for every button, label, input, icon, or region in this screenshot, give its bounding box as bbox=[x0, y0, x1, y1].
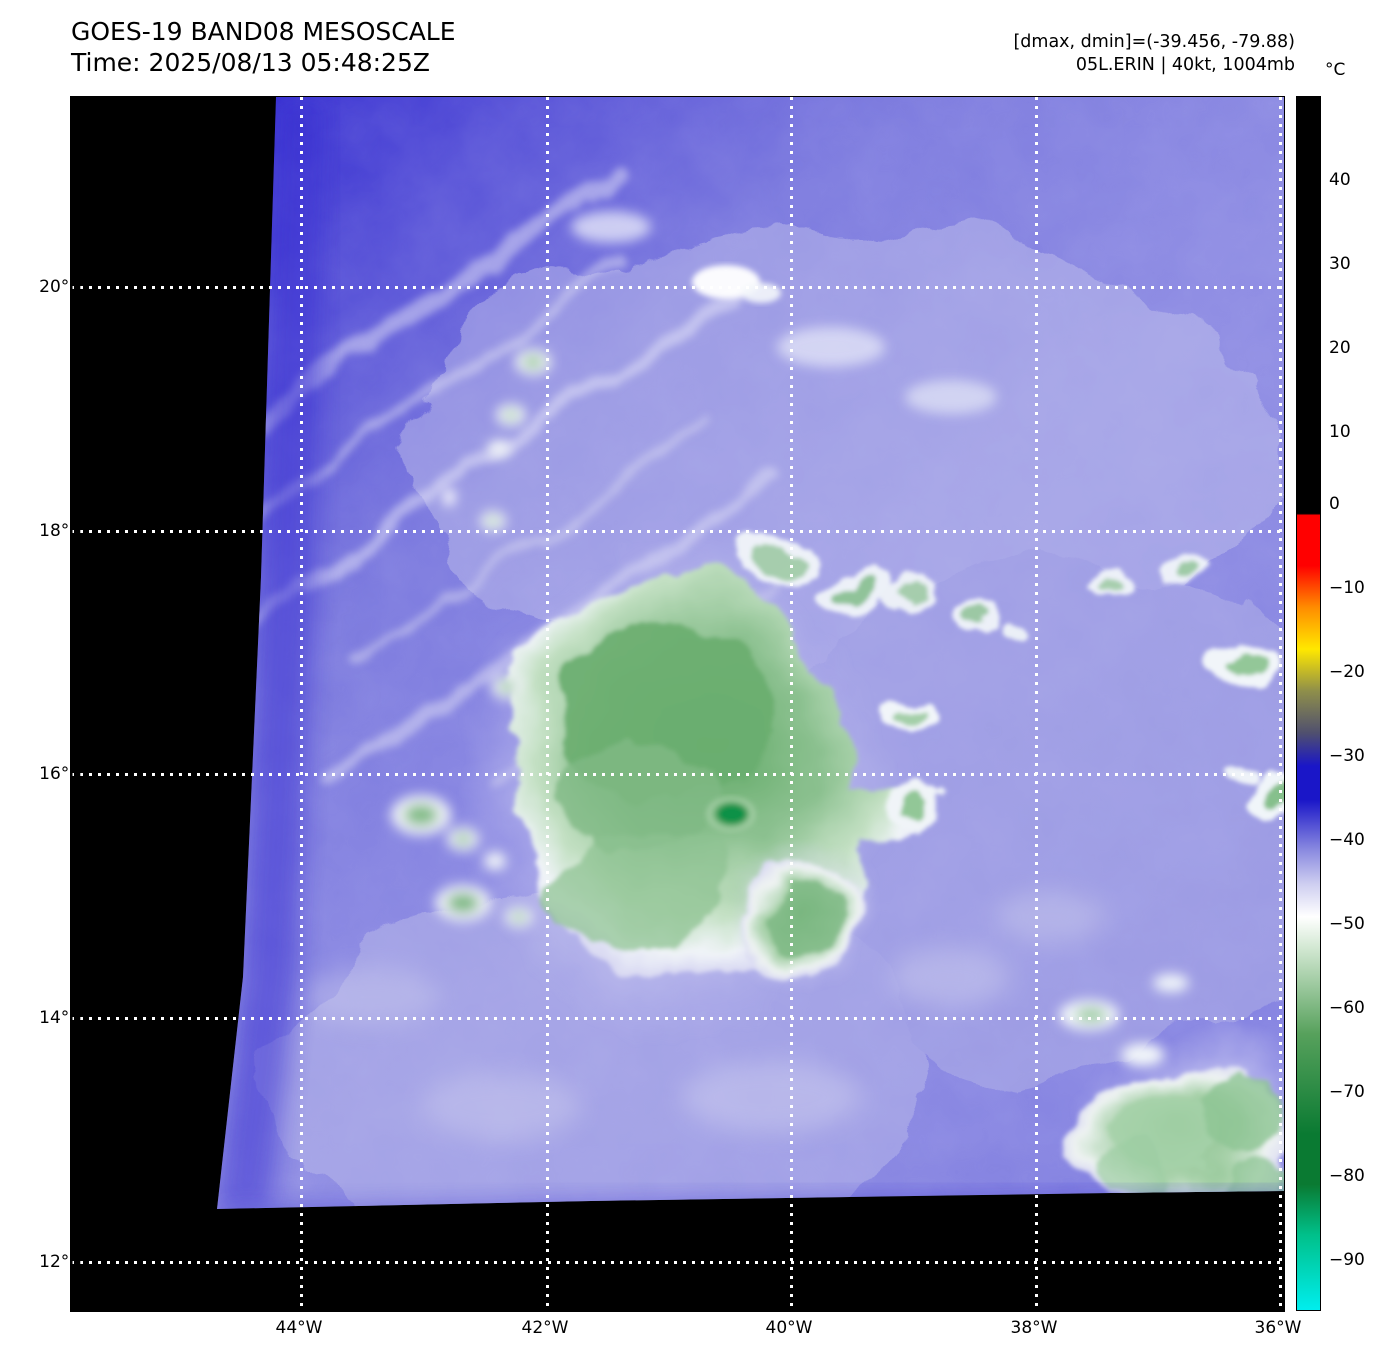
lon-tick-42w: 42°W bbox=[521, 1318, 569, 1338]
colorbar-tick-m80: −80 bbox=[1329, 1166, 1365, 1186]
lat-tick-16n: 16°N bbox=[39, 764, 82, 784]
colorbar-tick-10: 10 bbox=[1329, 422, 1351, 442]
storm-info-label: 05L.ERIN | 40kt, 1004mb bbox=[1075, 55, 1295, 75]
colorbar-tick-m70: −70 bbox=[1329, 1082, 1365, 1102]
page-title: GOES-19 BAND08 MESOSCALE bbox=[71, 17, 456, 46]
colorbar-gradient bbox=[1297, 97, 1320, 1310]
lon-tick-36w: 36°W bbox=[1254, 1318, 1302, 1338]
colorbar bbox=[1296, 96, 1321, 1311]
lat-tick-14n: 14°N bbox=[39, 1008, 82, 1028]
colorbar-tick-30: 30 bbox=[1329, 254, 1351, 274]
colorbar-tick-40: 40 bbox=[1329, 170, 1351, 190]
colorbar-tick-m90: −90 bbox=[1329, 1250, 1365, 1270]
colorbar-tick-m20: −20 bbox=[1329, 662, 1365, 682]
satellite-image-plot: Copyright © 2020-2025 Dapiya bbox=[70, 96, 1285, 1312]
colorbar-tick-0: 0 bbox=[1329, 494, 1340, 514]
colorbar-tick-m50: −50 bbox=[1329, 914, 1365, 934]
title-block: GOES-19 BAND08 MESOSCALE Time: 2025/08/1… bbox=[71, 16, 456, 78]
metadata-block: [dmax, dmin]=(-39.456, -79.88) 05L.ERIN … bbox=[1013, 31, 1295, 77]
colorbar-tick-20: 20 bbox=[1329, 338, 1351, 358]
colorbar-tick-m10: −10 bbox=[1329, 578, 1365, 598]
lon-tick-44w: 44°W bbox=[275, 1318, 323, 1338]
lat-tick-18n: 18°N bbox=[39, 521, 82, 541]
lon-tick-38w: 38°W bbox=[1010, 1318, 1058, 1338]
colorbar-tick-m60: −60 bbox=[1329, 998, 1365, 1018]
timestamp-label: Time: 2025/08/13 05:48:25Z bbox=[71, 48, 430, 77]
dmax-dmin-label: [dmax, dmin]=(-39.456, -79.88) bbox=[1013, 32, 1295, 52]
satellite-imagery-canvas bbox=[71, 97, 1284, 1311]
lon-tick-40w: 40°W bbox=[765, 1318, 813, 1338]
colorbar-tick-m40: −40 bbox=[1329, 830, 1365, 850]
lat-tick-20n: 20°N bbox=[39, 277, 82, 297]
colorbar-unit-label: °C bbox=[1325, 60, 1346, 80]
lat-tick-12n: 12°N bbox=[39, 1252, 82, 1272]
colorbar-tick-m30: −30 bbox=[1329, 746, 1365, 766]
